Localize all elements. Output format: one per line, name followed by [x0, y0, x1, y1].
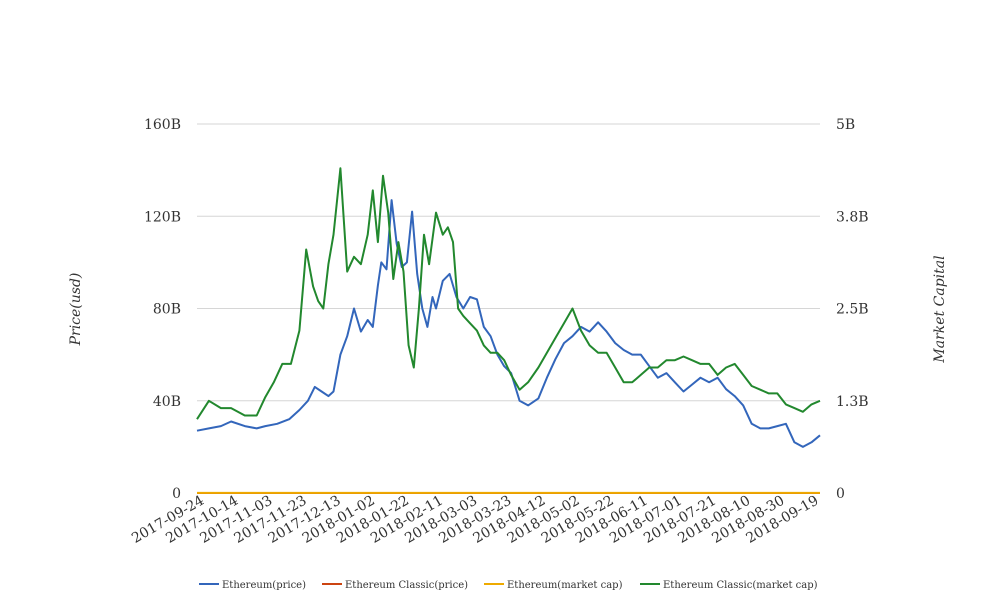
series-lines [196, 167, 821, 494]
legend-label: Ethereum(market cap) [507, 580, 623, 591]
right-tick-label: 0 [836, 486, 845, 502]
left-axis-title: Price(usd) [68, 273, 84, 347]
legend-label: Ethereum(price) [222, 580, 306, 591]
left-tick-label: 0 [172, 486, 181, 502]
right-tick-label: 2.5B [836, 302, 869, 318]
right-tick-label: 5B [836, 117, 855, 133]
x-axis-ticks: 2017-09-242017-10-142017-11-032017-11-23… [129, 493, 821, 547]
right-tick-label: 3.8B [836, 209, 869, 225]
left-tick-label: 120B [144, 209, 181, 225]
left-tick-label: 40B [153, 394, 181, 410]
left-tick-label: 80B [153, 302, 181, 318]
legend-label: Ethereum Classic(market cap) [663, 580, 818, 591]
left-tick-label: 160B [144, 117, 181, 133]
series-line [196, 199, 821, 448]
right-axis-title: Market Capital [932, 255, 948, 363]
legend: Ethereum(price) Ethereum Classic(price) Et… [199, 580, 818, 591]
right-tick-label: 1.3B [836, 394, 869, 410]
left-axis-ticks: 0 40B 80B 120B 160B [144, 117, 181, 502]
gridlines [197, 123, 820, 494]
legend-label: Ethereum Classic(price) [345, 580, 468, 591]
series-line [196, 167, 821, 420]
right-axis-ticks: 0 1.3B 2.5B 3.8B 5B [836, 117, 869, 502]
